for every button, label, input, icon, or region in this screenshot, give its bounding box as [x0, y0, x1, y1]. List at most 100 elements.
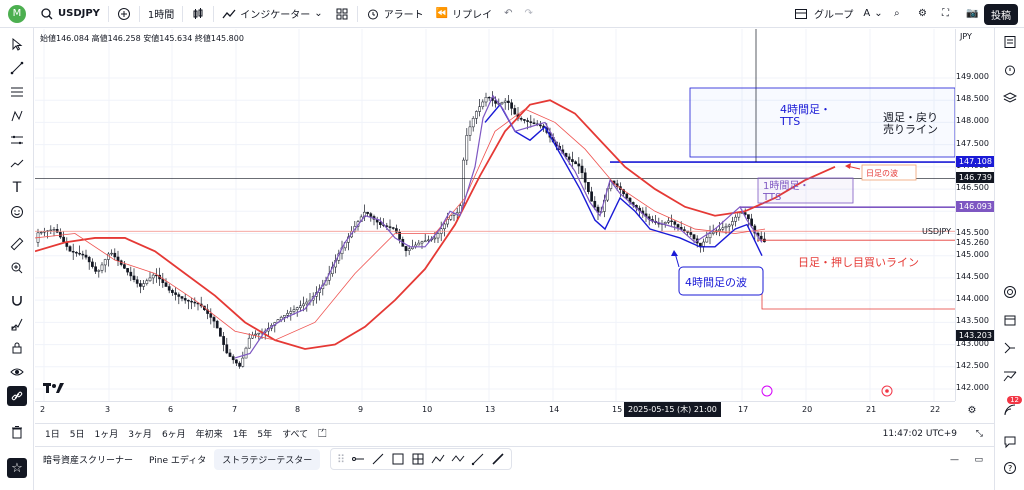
brush-icon[interactable] [491, 452, 505, 466]
range-all[interactable]: すべて [282, 430, 309, 440]
brush-icon[interactable] [7, 154, 27, 174]
divider [213, 5, 215, 22]
cursor-icon[interactable] [7, 34, 27, 54]
target-icon[interactable] [1000, 282, 1020, 302]
layouts-button[interactable] [329, 0, 355, 28]
alarm-clock-icon [367, 9, 378, 19]
range-5d[interactable]: 5日 [69, 430, 85, 440]
magnet-icon[interactable] [7, 290, 27, 310]
tab-strategy-tester[interactable]: ストラテジーテスター [214, 449, 321, 470]
fib-icon[interactable] [7, 82, 27, 102]
range-1m[interactable]: 1ヶ月 [94, 430, 119, 440]
pattern-icon[interactable] [7, 106, 27, 126]
candle-body [369, 213, 373, 217]
range-ytd[interactable]: 年初来 [195, 430, 223, 440]
path-icon[interactable] [431, 452, 445, 466]
layout-toggle-button[interactable] [788, 0, 814, 28]
candle-body [113, 252, 117, 258]
symbol-search[interactable]: USDJPY [34, 0, 106, 28]
four-hour-tts-box[interactable] [689, 87, 955, 158]
settings-button[interactable]: ⚙ [912, 0, 933, 28]
chart-area[interactable]: 4時間足・ TTS 週足・戻り売りライン 日足の波 1時間足・ TTS 日足・押し目買いライ… [35, 29, 955, 401]
candle-body [734, 216, 737, 222]
chart-trend-icon[interactable] [1000, 366, 1020, 386]
layers-icon[interactable] [1000, 88, 1020, 108]
calendar-icon[interactable] [1000, 310, 1020, 330]
candle-body [164, 282, 168, 287]
candle-body [222, 336, 225, 345]
candle-body [446, 219, 449, 225]
ray-icon[interactable] [471, 452, 485, 466]
scale-settings-button[interactable]: ⚙ [962, 403, 982, 417]
lock-icon[interactable] [7, 338, 27, 358]
avatar[interactable]: M [8, 4, 26, 23]
tab-crypto-screener[interactable]: 暗号資産スクリーナー [43, 456, 134, 466]
price-tick-label: 142.500 [955, 360, 989, 370]
alarm-clock-icon[interactable] [1000, 60, 1020, 80]
candle-body [583, 172, 587, 183]
interval-button[interactable]: 1時間 [142, 0, 180, 28]
redo-button[interactable]: ↷ [519, 0, 539, 28]
forecast-icon[interactable] [7, 130, 27, 150]
candle-body [468, 126, 472, 136]
horizontal-ray-icon[interactable] [351, 452, 365, 466]
crosshair-box-icon[interactable] [411, 452, 425, 466]
minimize-icon[interactable]: — [950, 454, 959, 465]
group-button[interactable]: グループ A ⌄ [808, 0, 889, 28]
ruler-icon[interactable] [7, 234, 27, 254]
range-1y[interactable]: 1年 [232, 430, 248, 440]
eye-icon[interactable] [7, 362, 27, 382]
trendline-icon[interactable] [371, 452, 385, 466]
event-marker-icon[interactable] [761, 385, 773, 397]
drag-handle-icon[interactable]: ⠿ [337, 452, 346, 466]
candle-body [219, 327, 222, 337]
event-marker-icon[interactable] [881, 385, 893, 397]
undo-button[interactable]: ↶ [498, 0, 518, 28]
fullscreen-button[interactable]: ⛶ [936, 0, 955, 28]
trendline-icon[interactable] [7, 58, 27, 78]
time-scale[interactable]: 2 3 6 7 8 9 10 13 14 15 17 20 21 22 2025-05-15 (木) 21… [35, 401, 955, 417]
floating-drawing-bar: ⠿ [330, 448, 513, 470]
help-icon[interactable]: ? [1000, 458, 1020, 478]
four-hour-wave-box[interactable] [678, 266, 764, 296]
chat-icon[interactable] [1000, 432, 1020, 452]
star-icon[interactable]: ☆ [7, 458, 27, 478]
watchlist-icon[interactable] [1000, 32, 1020, 52]
candle-body [97, 270, 101, 272]
chart-type-button[interactable] [185, 0, 211, 28]
emoji-icon[interactable] [7, 202, 27, 222]
text-icon[interactable]: T [12, 180, 22, 196]
range-6m[interactable]: 6ヶ月 [161, 430, 186, 440]
link-icon[interactable] [7, 386, 27, 406]
maximize-icon[interactable]: ▭ [974, 454, 983, 465]
trash-icon[interactable] [7, 422, 27, 442]
range-3m[interactable]: 3ヶ月 [128, 430, 152, 440]
zoom-in-icon[interactable] [7, 258, 27, 278]
tab-pine-editor[interactable]: Pine エディタ [149, 456, 207, 466]
range-5y[interactable]: 5年 [257, 430, 273, 440]
rectangle-icon[interactable] [391, 452, 405, 466]
polyline-icon[interactable] [451, 452, 465, 466]
compare-button[interactable] [111, 0, 137, 28]
clock-label[interactable]: 11:47:02 UTC+9 [882, 428, 957, 439]
goto-date-icon[interactable]: ⏍ [318, 426, 327, 440]
daily-wave-box[interactable] [861, 164, 917, 181]
notifications-icon[interactable]: 12 [1000, 396, 1022, 420]
expand-icon[interactable]: ⤡ [975, 428, 983, 439]
alert-button[interactable]: アラート [360, 0, 430, 28]
lines-group [35, 29, 955, 359]
ideas-icon[interactable] [1000, 338, 1020, 358]
snapshot-button[interactable]: 📷 [960, 0, 984, 28]
publish-button[interactable]: 投稿 [984, 4, 1018, 25]
one-hour-tts-box[interactable] [757, 177, 854, 204]
candle-body [433, 237, 437, 240]
replay-button[interactable]: ⏪ リプレイ [430, 0, 498, 28]
candle-body [539, 124, 542, 127]
time-tick-label: 21 [866, 405, 877, 414]
indicators-button[interactable]: インジケーター ⌄ [216, 0, 328, 28]
range-1d[interactable]: 1日 [45, 430, 60, 440]
price-scale[interactable]: JPY 149.000148.500148.000147.500147.0001… [955, 29, 994, 401]
stay-in-drawing-icon[interactable] [7, 314, 27, 334]
quick-search-button[interactable]: ⌕ [888, 0, 906, 28]
